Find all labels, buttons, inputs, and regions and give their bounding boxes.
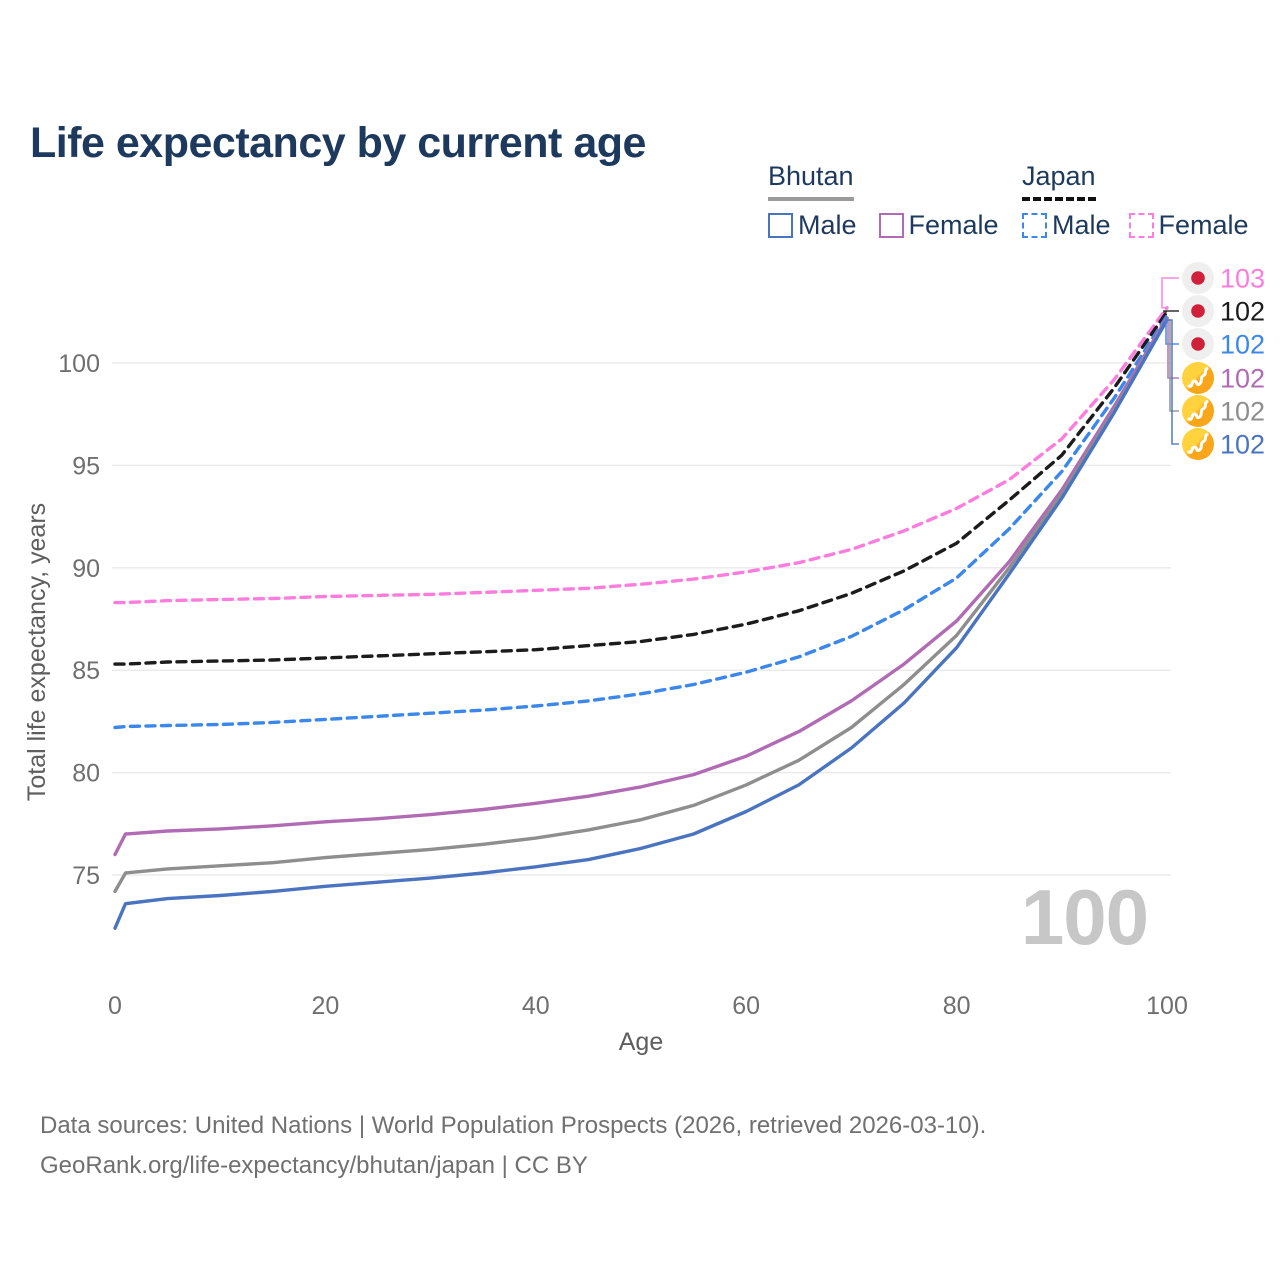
- japan-flag-icon: [1182, 295, 1214, 327]
- x-tick-label: 80: [943, 992, 971, 1020]
- legend-item-label: Female: [908, 210, 999, 240]
- series-line: [113, 314, 1169, 730]
- series-line: [113, 310, 1169, 666]
- bhutan-female-swatch-icon: [878, 213, 904, 238]
- end-value-label: 102: [1220, 330, 1265, 360]
- y-tick-label: 75: [72, 862, 100, 890]
- japan-flag-icon: [1182, 328, 1214, 360]
- leader-line: [1161, 277, 1179, 309]
- series-line: [113, 318, 1169, 930]
- legend-country-bhutan: Bhutan: [768, 161, 854, 201]
- y-tick-label: 85: [72, 657, 100, 685]
- page-title: Life expectancy by current age: [30, 118, 646, 167]
- series-line: [113, 316, 1169, 857]
- legend-item-label: Female: [1158, 210, 1249, 240]
- legend-country-japan: Japan: [1022, 161, 1096, 201]
- x-axis-title: Age: [619, 1028, 663, 1056]
- x-tick-label: 20: [311, 992, 339, 1020]
- legend-group-bhutan: Bhutan Male Female: [768, 161, 999, 241]
- data-sources-line: Data sources: United Nations | World Pop…: [40, 1112, 987, 1139]
- bhutan-flag-icon: [1182, 428, 1214, 460]
- leader-line: [1167, 317, 1179, 379]
- bhutan-male-swatch-icon: [768, 213, 793, 238]
- y-tick-label: 95: [72, 452, 100, 480]
- bhutan-flag-icon: [1182, 395, 1214, 427]
- y-tick-label: 80: [72, 760, 100, 788]
- end-value-label: 102: [1220, 297, 1265, 327]
- japan-female-swatch-icon: [1128, 213, 1154, 238]
- legend-item-label: Male: [798, 210, 857, 240]
- legend-items-bhutan: Male Female: [768, 210, 999, 241]
- legend-item-bhutan-male: Male: [768, 210, 857, 241]
- x-tick-label: 60: [732, 992, 760, 1020]
- series-lines: [113, 306, 1169, 930]
- bhutan-flag-icon: [1182, 362, 1214, 394]
- axis-labels: 75 80 85 90 95 100 0 20 40 60 80 100: [58, 350, 1188, 1020]
- end-value-label: 102: [1220, 397, 1265, 427]
- y-axis-title: Total life expectancy, years: [23, 503, 51, 801]
- end-value-label: 102: [1220, 430, 1265, 460]
- legend-item-japan-female: Female: [1128, 210, 1249, 241]
- series-line: [113, 318, 1169, 894]
- x-tick-label: 0: [108, 992, 122, 1020]
- legend-item-bhutan-female: Female: [878, 210, 999, 241]
- end-value-label: 102: [1220, 364, 1265, 394]
- japan-flag-icon: [1182, 262, 1214, 294]
- footer: Data sources: United Nations | World Pop…: [40, 1106, 986, 1187]
- end-value-label: 103: [1220, 264, 1265, 294]
- legend-items-japan: Male Female: [1022, 210, 1249, 241]
- gridlines: [112, 362, 1171, 876]
- x-tick-label: 40: [522, 992, 550, 1020]
- legend-item-label: Male: [1052, 210, 1111, 240]
- series-line: [113, 306, 1169, 605]
- y-tick-label: 100: [58, 350, 100, 378]
- x-tick-label: 100: [1146, 992, 1188, 1020]
- leader-line: [1167, 319, 1179, 445]
- y-tick-label: 90: [72, 555, 100, 583]
- attribution-line: GeoRank.org/life-expectancy/bhutan/japan…: [40, 1152, 588, 1180]
- legend-item-japan-male: Male: [1022, 210, 1111, 241]
- japan-male-swatch-icon: [1022, 213, 1047, 238]
- age-indicator: 100: [1021, 873, 1148, 961]
- legend-group-japan: Japan Male Female: [1022, 161, 1249, 241]
- leader-line: [1163, 310, 1179, 313]
